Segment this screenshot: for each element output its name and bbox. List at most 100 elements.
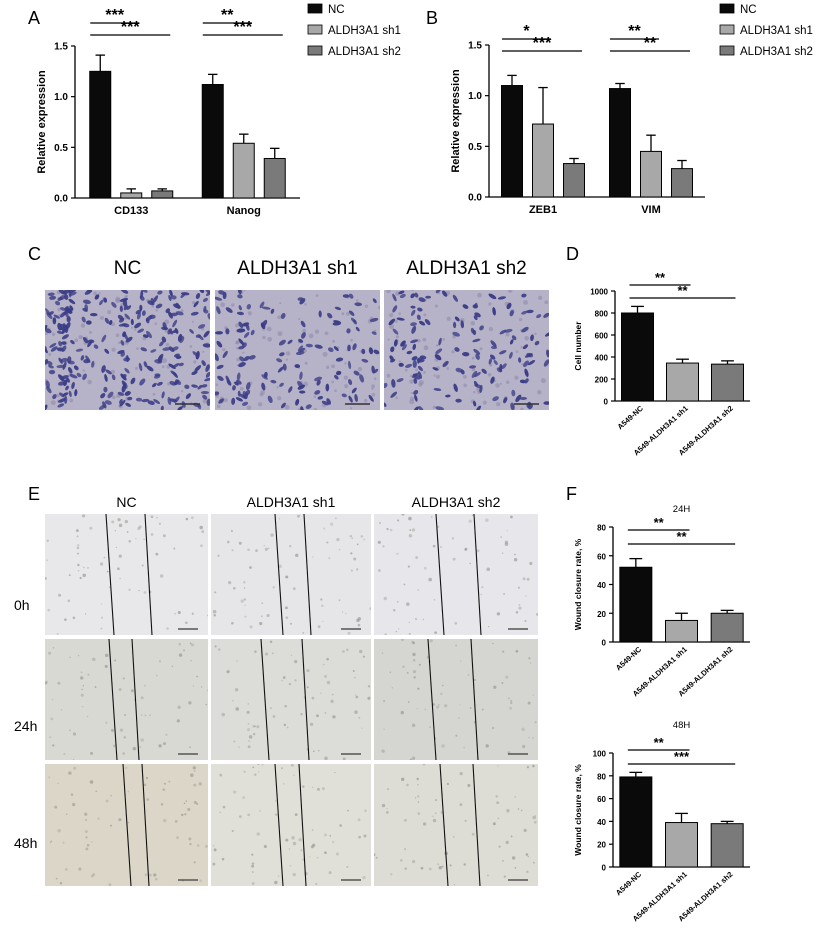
membrane-pore xyxy=(315,294,319,297)
cell-speck xyxy=(414,617,418,621)
cell-speck xyxy=(150,533,154,536)
cell-speck xyxy=(89,526,93,530)
cell-speck xyxy=(115,546,117,549)
cell-speck xyxy=(133,699,136,701)
chart-f1-significance-label: ** xyxy=(654,515,665,530)
membrane-pore xyxy=(411,290,414,292)
stained-cell xyxy=(86,290,93,293)
cell-speck xyxy=(534,721,537,724)
cell-speck xyxy=(335,517,337,520)
cell-speck xyxy=(123,713,127,716)
cell-speck xyxy=(336,538,340,542)
cell-speck xyxy=(231,549,234,552)
scratch-background xyxy=(374,514,538,635)
stained-cell xyxy=(398,290,405,295)
cell-speck xyxy=(100,603,103,605)
chart-d-y-tick-label: 1000 xyxy=(590,288,608,297)
cell-speck xyxy=(119,728,124,732)
cell-speck xyxy=(140,696,144,700)
stained-cell xyxy=(263,371,268,378)
membrane-pore xyxy=(325,365,330,370)
cell-speck xyxy=(67,599,71,603)
cell-speck xyxy=(381,652,384,654)
cell-speck xyxy=(522,744,526,749)
cell-speck xyxy=(510,515,513,519)
membrane-pore xyxy=(297,408,301,410)
stained-cell xyxy=(388,318,396,326)
cell-speck xyxy=(125,766,128,770)
chart-f-wound-24h: 24H 0 20 40 60 80 Wound closure rate, % A549-NC… xyxy=(573,504,750,698)
stained-cell xyxy=(530,334,534,342)
membrane-pore xyxy=(231,303,235,307)
cell-speck xyxy=(397,628,400,630)
stained-cell xyxy=(66,377,70,383)
cell-speck xyxy=(397,519,400,522)
stained-cell xyxy=(215,391,220,396)
membrane-pore xyxy=(247,311,253,316)
scratch-background xyxy=(211,764,371,886)
stained-cell xyxy=(519,397,528,400)
cell-speck xyxy=(247,548,250,552)
cell-speck xyxy=(72,758,75,760)
stained-cell xyxy=(413,406,419,410)
cell-speck xyxy=(160,803,164,806)
cell-speck xyxy=(190,516,194,520)
stained-cell xyxy=(50,346,58,352)
chart-d-y-tick-label: 200 xyxy=(595,376,609,385)
stained-cell xyxy=(294,364,301,369)
wound-edge-line xyxy=(472,764,481,886)
membrane-pore xyxy=(107,310,112,315)
stained-cell xyxy=(80,355,85,361)
chart-d-y-tick-label: 400 xyxy=(595,354,609,363)
stained-cell xyxy=(511,335,517,341)
cell-speck xyxy=(75,529,79,533)
cell-speck xyxy=(335,852,340,856)
stained-cell xyxy=(119,398,123,404)
chart-b-bar xyxy=(563,163,585,198)
panel-label-a: A xyxy=(28,8,41,28)
stained-cell xyxy=(168,311,173,319)
cell-speck xyxy=(278,564,282,568)
cell-speck xyxy=(408,516,412,521)
stained-cell xyxy=(413,389,419,395)
cell-speck xyxy=(454,621,458,625)
stained-cell xyxy=(452,331,460,337)
cell-speck xyxy=(45,681,47,685)
stained-cell xyxy=(73,365,79,371)
stained-cell xyxy=(64,310,69,318)
chart-a-significance-label: *** xyxy=(105,7,124,24)
transwell-image-nc xyxy=(45,290,210,410)
cell-speck xyxy=(144,873,148,877)
cell-speck xyxy=(377,540,381,544)
membrane-pore xyxy=(266,326,272,332)
stained-cell xyxy=(59,392,65,398)
stained-cell xyxy=(193,300,199,308)
cell-speck xyxy=(446,782,450,786)
cell-speck xyxy=(486,567,491,572)
membrane-pore xyxy=(395,291,400,296)
stained-cell xyxy=(438,337,442,346)
membrane-pore xyxy=(57,307,61,312)
membrane-pore xyxy=(418,380,424,386)
stained-cell xyxy=(119,399,126,407)
membrane-pore xyxy=(58,314,61,317)
cell-speck xyxy=(58,593,62,597)
cell-speck xyxy=(526,577,530,581)
stained-cell xyxy=(101,334,107,343)
membrane-pore xyxy=(202,398,208,404)
stained-cell xyxy=(368,394,374,402)
cell-speck xyxy=(510,699,513,703)
cell-speck xyxy=(183,802,186,805)
cell-speck xyxy=(455,734,458,737)
cell-speck xyxy=(306,686,309,689)
cell-speck xyxy=(339,824,342,827)
stained-cell xyxy=(153,399,161,404)
membrane-pore xyxy=(341,312,345,316)
cell-speck xyxy=(91,874,94,878)
cell-speck xyxy=(173,547,176,550)
scratch-image xyxy=(374,639,538,760)
cell-speck xyxy=(417,812,420,815)
cell-speck xyxy=(290,622,292,625)
cell-speck xyxy=(459,772,463,776)
scratch-texture xyxy=(374,764,538,886)
